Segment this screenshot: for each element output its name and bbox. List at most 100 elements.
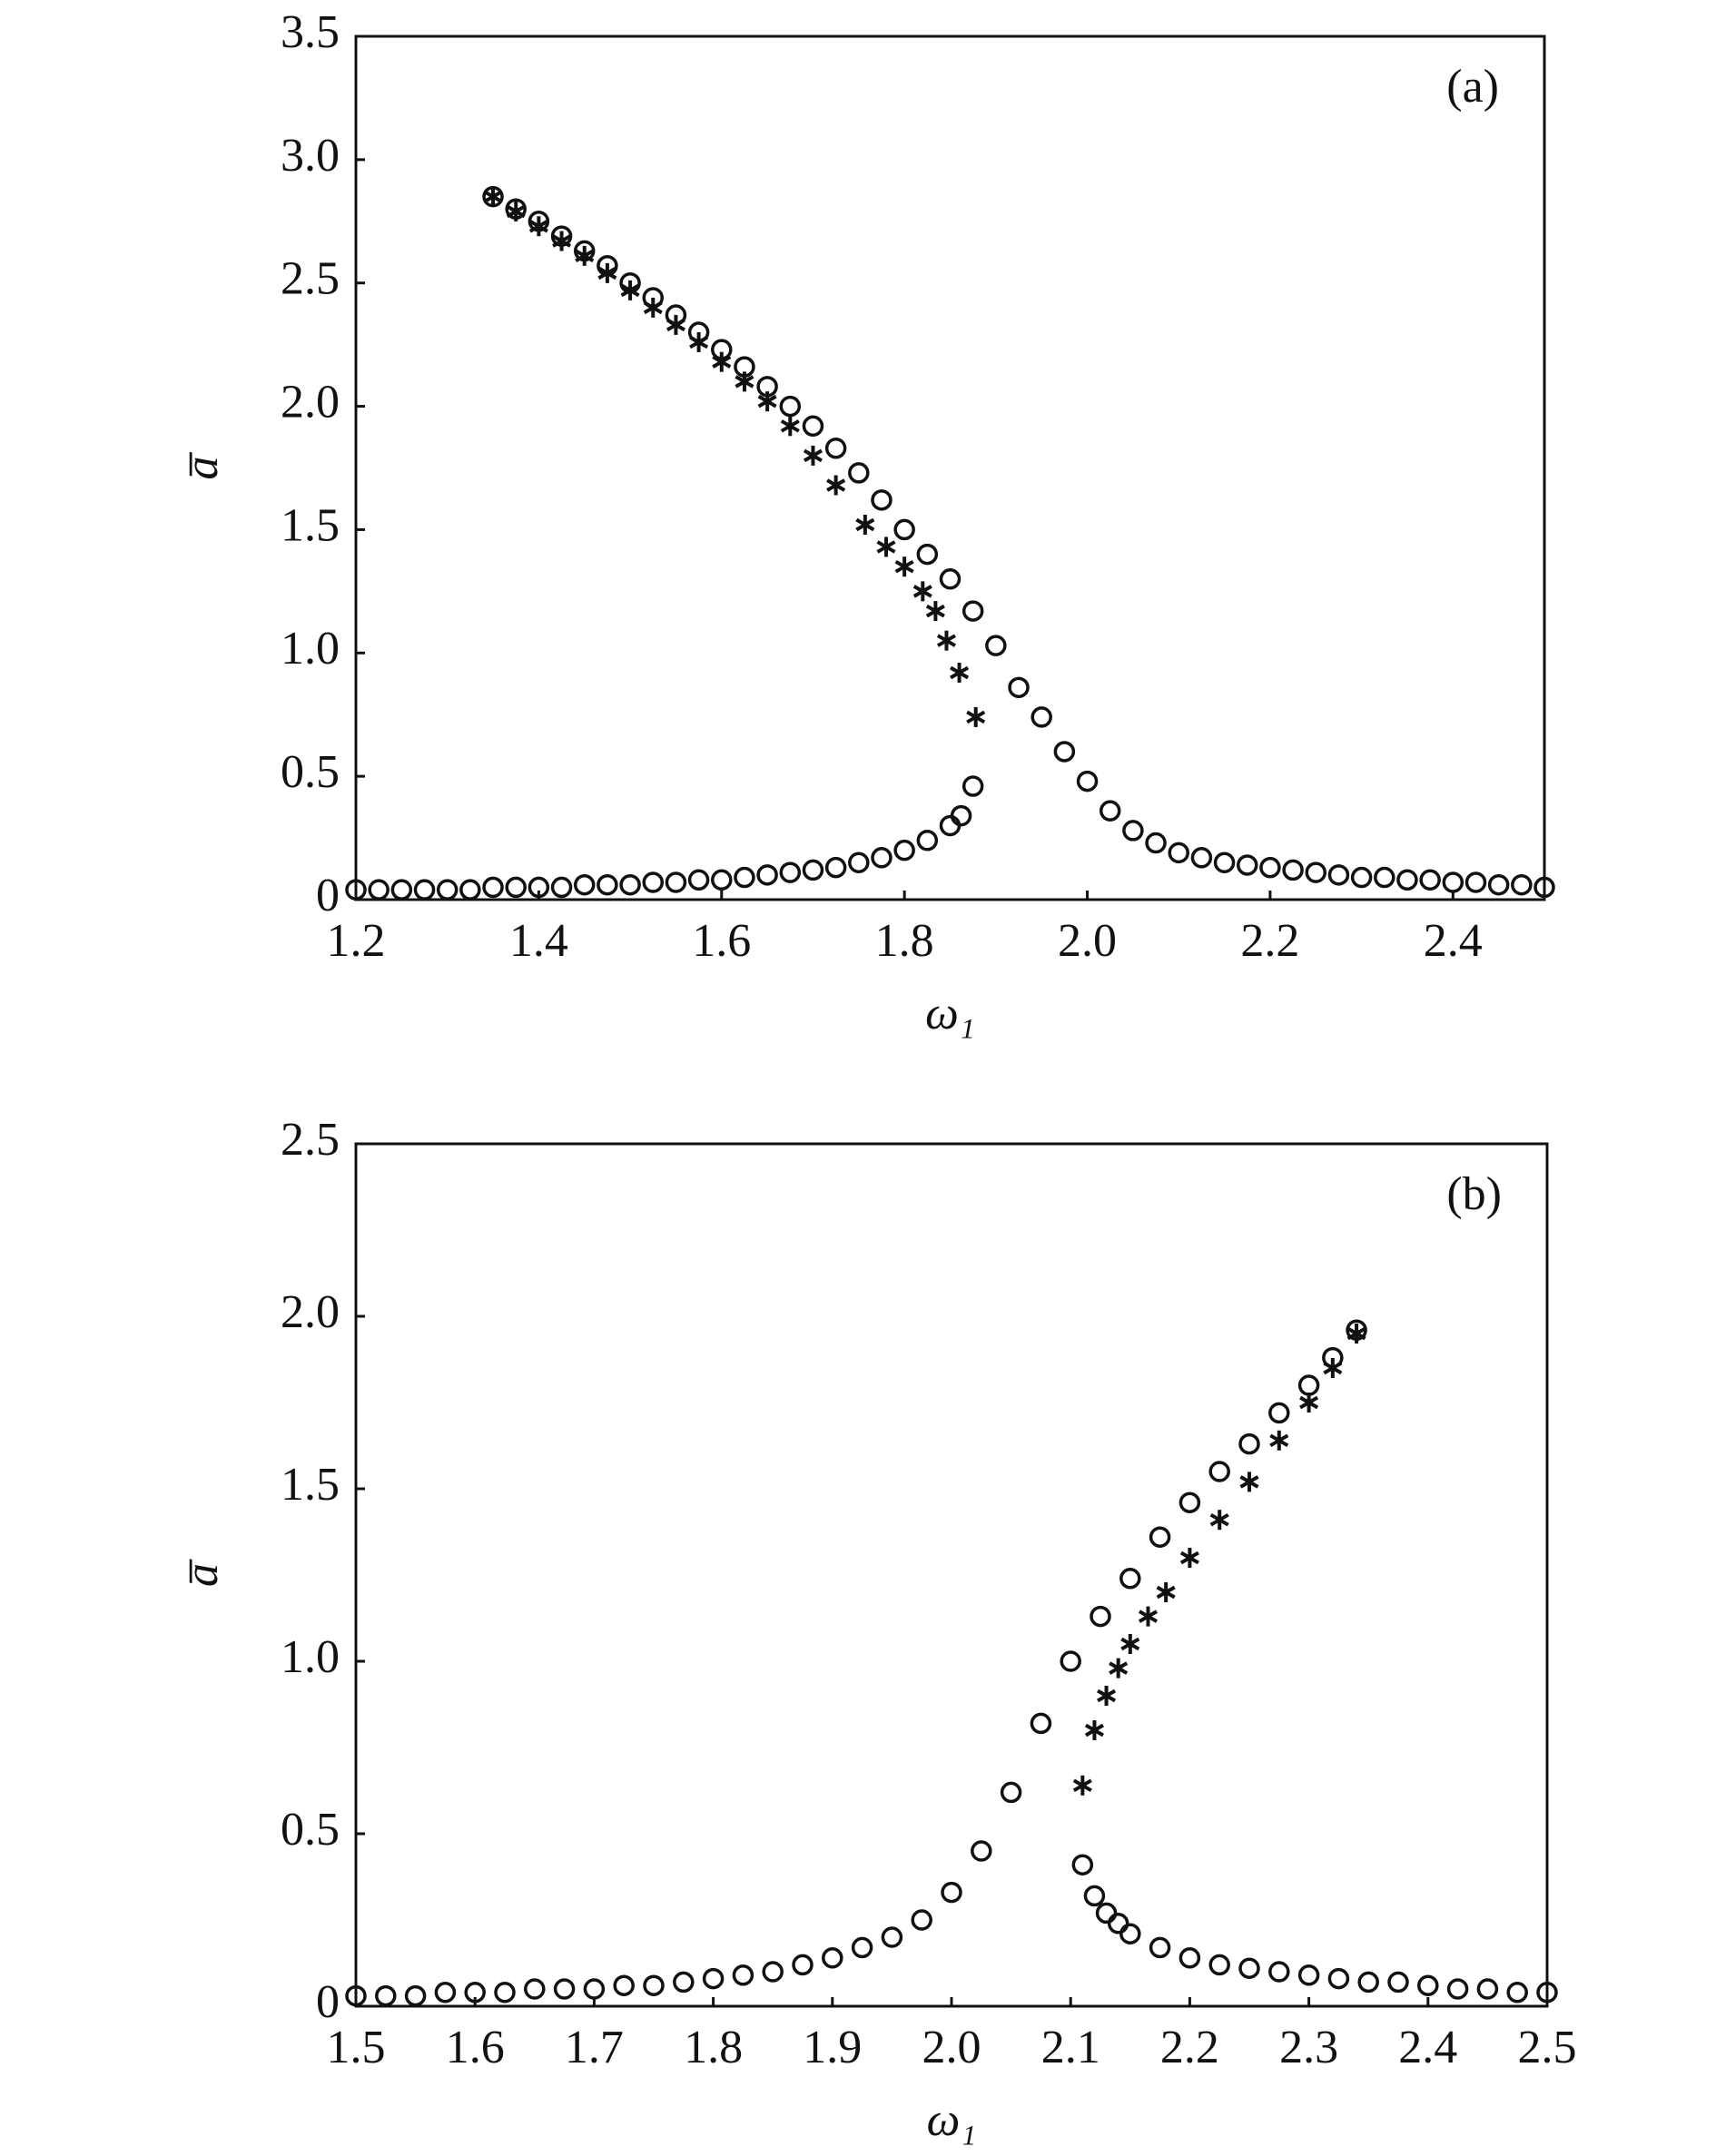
star-point [855, 514, 875, 535]
star-point [925, 601, 945, 622]
circle-point [1419, 869, 1441, 891]
circle-point [434, 1982, 457, 2003]
circle-point [1095, 1902, 1118, 1925]
star-stroke [950, 665, 970, 680]
y-tick-label: 1.5 [281, 1459, 340, 1511]
star-point [966, 706, 986, 727]
circle-point [871, 489, 893, 511]
circle-point [528, 876, 550, 899]
plot-frame [354, 1142, 1549, 2008]
circle-point [1090, 1605, 1111, 1628]
circle-point [916, 543, 939, 566]
circle-point [1506, 1982, 1528, 2003]
circle-point [1446, 1978, 1469, 2000]
circle-point [1213, 852, 1236, 873]
star-point [528, 216, 548, 237]
circle-point [916, 830, 939, 852]
star-point [826, 475, 846, 496]
circle-point [881, 1926, 903, 1948]
x-tick-label: 1.6 [446, 2022, 505, 2073]
star-stroke [1084, 1723, 1104, 1738]
circle-point [1259, 856, 1281, 879]
circle-point [711, 869, 733, 891]
circle-point [1071, 1854, 1094, 1875]
circle-point [1107, 1913, 1129, 1934]
x-tick-label: 2.4 [1424, 915, 1483, 967]
star-stroke [552, 234, 572, 248]
circle-point [1350, 866, 1373, 889]
star-point [894, 556, 914, 577]
star-point [1239, 1472, 1259, 1492]
star-stroke [1299, 1395, 1319, 1410]
circle-point [824, 856, 847, 879]
star-point [597, 262, 617, 283]
circle-point [1145, 832, 1167, 854]
circle-point [665, 871, 687, 893]
circle-point [459, 879, 481, 901]
y-tick-label: 2.0 [281, 1286, 340, 1338]
circle-point [871, 847, 893, 869]
y-tick-label: 1.0 [281, 1631, 340, 1683]
circle-point [822, 1947, 843, 1969]
circle-point [619, 873, 641, 896]
circle-point [1060, 1650, 1081, 1672]
circle-point [851, 1936, 873, 1959]
star-stroke [936, 634, 956, 647]
circle-point [941, 1881, 962, 1904]
circle-point [893, 839, 915, 861]
circle-point [1237, 854, 1258, 876]
x-tick-label: 2.2 [1240, 915, 1299, 967]
circle-point [1190, 847, 1213, 869]
star-stroke [620, 283, 640, 298]
circle-point [1149, 1936, 1171, 1959]
y-tick-label: 2.5 [281, 253, 340, 305]
circle-point [1179, 1491, 1201, 1513]
y-tick-label: 1.0 [281, 623, 340, 674]
y-tick-label: 2.0 [281, 377, 340, 428]
circle-point [1119, 1568, 1141, 1590]
star-stroke [780, 419, 800, 433]
circle-point [1465, 871, 1487, 893]
circle-point [553, 1978, 576, 2000]
circle-point [390, 879, 413, 901]
circle-point [1327, 864, 1350, 886]
circle-point [1357, 1971, 1379, 1994]
star-point [1138, 1606, 1159, 1627]
star-point [689, 331, 709, 352]
x-tick-label: 1.5 [327, 2022, 386, 2073]
y-tick-label: 0.5 [281, 1804, 340, 1856]
circle-point [505, 876, 527, 899]
star-point [803, 445, 823, 466]
x-axis-label: ω₁ [927, 2094, 977, 2146]
circle-point [1208, 1461, 1230, 1482]
circle-point [464, 1982, 486, 2003]
circle-point [702, 1967, 725, 1990]
circle-point [1238, 1957, 1260, 1979]
star-stroke [1209, 1512, 1229, 1527]
y-tick-label: 0 [316, 870, 340, 921]
circle-point [762, 1961, 784, 1983]
circle-point [802, 415, 824, 438]
circle-point [1297, 1964, 1320, 1986]
circle-point [413, 879, 436, 901]
circle-point [573, 873, 596, 896]
circle-point [1305, 861, 1327, 883]
star-stroke [689, 335, 709, 349]
circle-point [345, 1984, 367, 2007]
star-stroke [712, 355, 732, 369]
x-tick-label: 1.2 [327, 915, 386, 967]
circle-point [848, 852, 870, 873]
star-point [483, 186, 503, 207]
star-point [780, 416, 800, 437]
y-tick-label: 3.0 [281, 130, 340, 182]
star-point [643, 297, 663, 318]
y-tick-label: 0.5 [281, 746, 340, 798]
circle-point [971, 1840, 992, 1862]
star-stroke [597, 266, 617, 281]
star-point [936, 630, 956, 651]
x-tick-label: 1.6 [692, 915, 751, 967]
circle-point [1442, 871, 1465, 893]
star-point [1097, 1686, 1117, 1706]
star-stroke [757, 394, 777, 409]
